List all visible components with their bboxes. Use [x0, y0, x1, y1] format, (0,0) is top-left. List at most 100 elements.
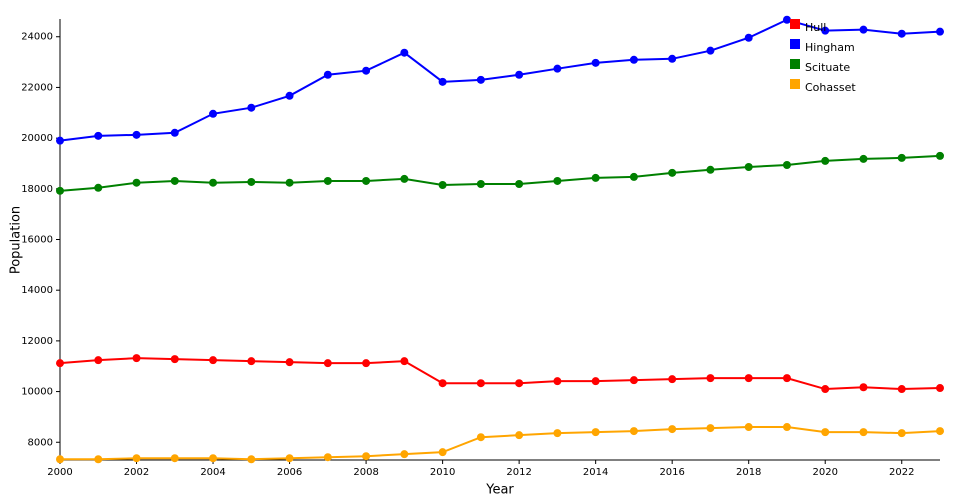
point	[515, 431, 524, 440]
point	[438, 448, 447, 457]
point	[706, 165, 715, 174]
point	[515, 179, 524, 188]
point	[591, 173, 600, 182]
point	[897, 429, 906, 438]
point	[132, 454, 141, 463]
point	[132, 178, 141, 187]
point	[285, 454, 294, 463]
point	[476, 433, 485, 442]
x-tick-label: 2004	[200, 467, 225, 478]
point	[323, 453, 332, 462]
x-tick-label: 2008	[353, 467, 378, 478]
point	[936, 427, 944, 436]
point	[56, 359, 64, 368]
point	[782, 15, 791, 24]
point	[936, 151, 944, 160]
y-axis-label: Population	[9, 206, 24, 274]
y-tick-label: 14000	[21, 285, 53, 296]
point	[744, 33, 753, 42]
point	[400, 450, 409, 459]
point	[476, 179, 485, 188]
point	[668, 54, 677, 63]
point	[782, 160, 791, 169]
point	[132, 130, 141, 139]
point	[170, 355, 179, 364]
point	[629, 172, 638, 181]
x-tick-label: 2016	[659, 467, 684, 478]
point	[629, 376, 638, 385]
point	[897, 29, 906, 38]
x-tick-label: 2014	[583, 467, 608, 478]
point	[936, 27, 944, 36]
point	[821, 26, 830, 35]
x-tick-label: 2000	[47, 467, 72, 478]
point	[400, 174, 409, 183]
point	[323, 70, 332, 79]
point	[362, 66, 371, 75]
point	[553, 176, 562, 185]
point	[782, 374, 791, 383]
point	[247, 357, 256, 366]
point	[706, 46, 715, 55]
point	[94, 455, 103, 464]
legend-swatch	[790, 59, 800, 69]
point	[209, 109, 218, 118]
point	[170, 176, 179, 185]
point	[668, 425, 677, 434]
series-line	[60, 426, 941, 461]
x-tick-label: 2002	[124, 467, 149, 478]
point	[936, 384, 944, 393]
point	[56, 455, 64, 464]
y-tick-label: 18000	[21, 184, 53, 195]
point	[247, 455, 256, 464]
y-tick-label: 20000	[21, 133, 53, 144]
point	[209, 178, 218, 187]
point	[285, 91, 294, 100]
point	[438, 379, 447, 388]
point	[821, 156, 830, 165]
point	[897, 153, 906, 162]
y-tick-label: 12000	[21, 336, 53, 347]
point	[476, 379, 485, 388]
point	[209, 356, 218, 365]
point	[362, 359, 371, 368]
point	[94, 356, 103, 365]
point	[859, 154, 868, 163]
point	[132, 354, 141, 363]
point	[56, 136, 64, 145]
y-tick-label: 10000	[21, 387, 53, 398]
point	[629, 55, 638, 64]
point	[94, 183, 103, 192]
legend-swatch	[790, 19, 800, 29]
y-tick-label: 22000	[21, 82, 53, 93]
point	[668, 375, 677, 384]
x-tick-label: 2012	[506, 467, 531, 478]
point	[706, 424, 715, 433]
point	[323, 359, 332, 368]
point	[859, 383, 868, 392]
series-line	[59, 154, 941, 192]
legend-swatch	[790, 39, 800, 49]
point	[821, 428, 830, 437]
point	[897, 385, 906, 394]
point	[362, 452, 371, 461]
point	[285, 178, 294, 187]
point	[515, 70, 524, 79]
point	[744, 423, 753, 432]
legend-label: Hingham	[805, 41, 855, 54]
x-axis-label: Year	[485, 483, 514, 498]
x-tick-label: 2020	[812, 467, 837, 478]
point	[476, 75, 485, 84]
point	[170, 454, 179, 463]
point	[821, 385, 830, 394]
point	[859, 428, 868, 437]
point	[629, 427, 638, 436]
point	[247, 177, 256, 186]
point	[591, 428, 600, 437]
point	[668, 168, 677, 177]
point	[438, 77, 447, 86]
point	[56, 186, 64, 195]
point	[591, 58, 600, 67]
y-tick-label: 16000	[21, 235, 53, 246]
point	[94, 131, 103, 140]
